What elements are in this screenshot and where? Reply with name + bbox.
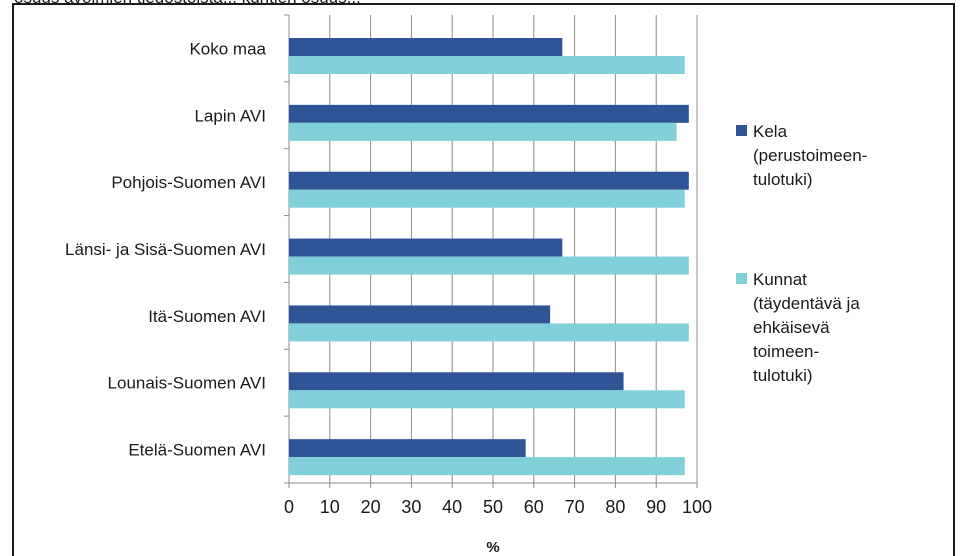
category-label: Lapin AVI <box>194 106 266 125</box>
category-label: Koko maa <box>189 39 266 58</box>
bar-kunnat <box>289 390 685 409</box>
legend-text-line: ehkäisevä <box>753 318 830 337</box>
legend-text-line: tulotuki) <box>753 366 813 385</box>
x-tick-label: 30 <box>401 497 421 517</box>
legend-text-line: Kela <box>753 122 788 141</box>
category-label: Etelä-Suomen AVI <box>128 441 266 460</box>
bar-kunnat <box>289 189 685 208</box>
bar-kunnat <box>289 122 677 141</box>
x-tick-label: 0 <box>284 497 294 517</box>
bar-kunnat <box>289 457 685 476</box>
bar-kela <box>289 38 563 56</box>
x-tick-label: 80 <box>605 497 625 517</box>
legend-text-line: (perustoimeen- <box>753 146 867 165</box>
category-label: Pohjois-Suomen AVI <box>111 173 266 192</box>
legend-text-line: (täydentävä ja <box>753 294 860 313</box>
legend-swatch-kela <box>736 125 747 136</box>
x-tick-label: 100 <box>682 497 712 517</box>
x-axis-label: % <box>486 539 499 556</box>
x-tick-label: 10 <box>320 497 340 517</box>
bar-kela <box>289 238 563 257</box>
bar-kunnat <box>289 56 685 74</box>
category-label: Länsi- ja Sisä-Suomen AVI <box>65 240 266 259</box>
legend-swatch-kunnat <box>736 273 747 284</box>
bar-kela <box>289 372 624 391</box>
x-tick-label: 70 <box>565 497 585 517</box>
legend-text-line: toimeen- <box>753 342 819 361</box>
partial-caption-text: osuus avoimien tiedostoista... kuntien o… <box>14 0 361 7</box>
bar-kela <box>289 439 526 458</box>
x-tick-label: 50 <box>483 497 503 517</box>
bar-kela <box>289 104 689 123</box>
chart-border <box>12 3 955 556</box>
legend-text-line: tulotuki) <box>753 170 813 189</box>
bar-kela <box>289 171 689 190</box>
category-label: Itä-Suomen AVI <box>148 307 266 326</box>
bar-kela <box>289 305 551 324</box>
category-label: Lounais-Suomen AVI <box>108 374 266 393</box>
legend-text-line: Kunnat <box>753 270 807 289</box>
x-tick-label: 60 <box>524 497 544 517</box>
x-tick-label: 40 <box>442 497 462 517</box>
bar-kunnat <box>289 323 689 342</box>
bar-kunnat <box>289 256 689 275</box>
x-tick-label: 90 <box>646 497 666 517</box>
x-tick-label: 20 <box>361 497 381 517</box>
